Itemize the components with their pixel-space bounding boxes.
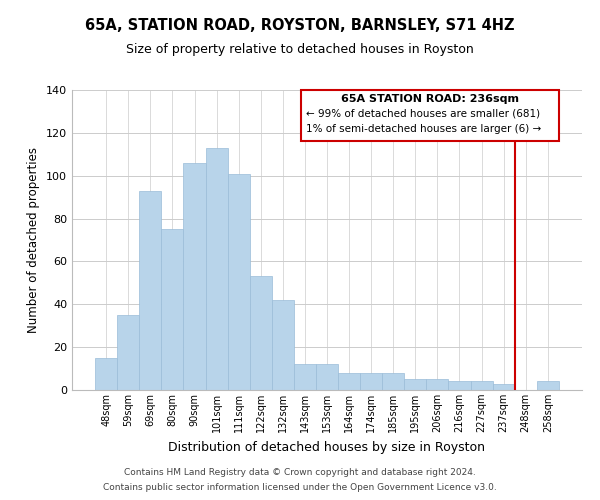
Text: 1% of semi-detached houses are larger (6) →: 1% of semi-detached houses are larger (6…	[306, 124, 541, 134]
Bar	[360, 373, 382, 390]
Bar	[537, 382, 559, 390]
X-axis label: Distribution of detached houses by size in Royston: Distribution of detached houses by size …	[169, 440, 485, 454]
Bar	[250, 276, 272, 390]
Y-axis label: Number of detached properties: Number of detached properties	[28, 147, 40, 333]
Bar	[272, 300, 294, 390]
Text: Size of property relative to detached houses in Royston: Size of property relative to detached ho…	[126, 42, 474, 56]
Bar	[184, 163, 206, 390]
Bar	[139, 190, 161, 390]
Bar	[404, 380, 427, 390]
Bar	[316, 364, 338, 390]
Bar	[206, 148, 227, 390]
Text: 65A STATION ROAD: 236sqm: 65A STATION ROAD: 236sqm	[341, 94, 518, 104]
Bar	[382, 373, 404, 390]
Text: Contains HM Land Registry data © Crown copyright and database right 2024.: Contains HM Land Registry data © Crown c…	[124, 468, 476, 477]
Bar	[227, 174, 250, 390]
Bar	[95, 358, 117, 390]
Text: 65A, STATION ROAD, ROYSTON, BARNSLEY, S71 4HZ: 65A, STATION ROAD, ROYSTON, BARNSLEY, S7…	[85, 18, 515, 32]
FancyBboxPatch shape	[301, 90, 559, 142]
Bar	[117, 315, 139, 390]
Bar	[493, 384, 515, 390]
Bar	[470, 382, 493, 390]
Bar	[338, 373, 360, 390]
Bar	[448, 382, 470, 390]
Bar	[427, 380, 448, 390]
Bar	[161, 230, 184, 390]
Text: Contains public sector information licensed under the Open Government Licence v3: Contains public sector information licen…	[103, 483, 497, 492]
Bar	[294, 364, 316, 390]
Text: ← 99% of detached houses are smaller (681): ← 99% of detached houses are smaller (68…	[306, 108, 540, 118]
